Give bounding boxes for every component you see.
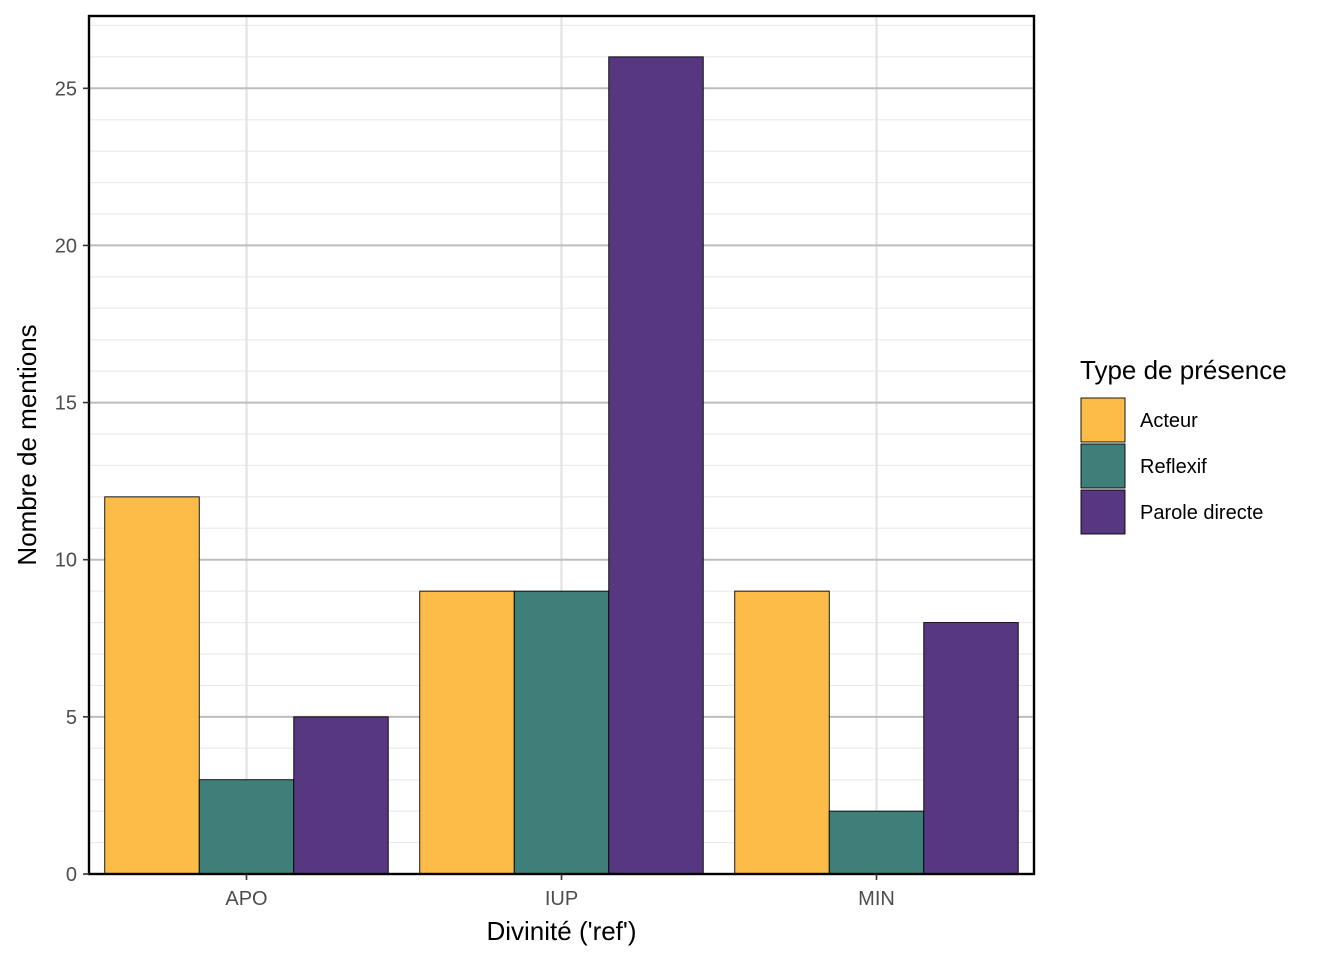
y-axis-ticks: 0 5 10 15 20 25	[55, 78, 89, 886]
legend-swatch	[1080, 489, 1126, 535]
bars	[104, 56, 1019, 875]
bar-iup-reflexif	[513, 590, 610, 875]
bar-apo-parole-directe	[293, 716, 389, 875]
x-axis-title: Divinité ('ref')	[486, 916, 636, 946]
bar-apo-reflexif	[198, 779, 295, 875]
x-tick-label: MIN	[858, 888, 895, 910]
y-tick-label: 5	[66, 707, 77, 729]
x-tick-label: IUP	[545, 888, 578, 910]
bar-apo-acteur	[104, 496, 200, 875]
bar-min-parole-directe	[923, 622, 1019, 875]
y-tick-label: 15	[55, 393, 77, 415]
bar-min-reflexif	[828, 810, 925, 875]
y-tick-label: 20	[55, 235, 77, 257]
y-axis-title: Nombre de mentions	[12, 324, 42, 565]
y-tick-label: 0	[66, 864, 77, 886]
legend: Type de présence Acteur Reflexif Parole di…	[1080, 355, 1287, 535]
bar-iup-acteur	[419, 590, 515, 875]
bar-iup-parole-directe	[608, 56, 704, 875]
legend-label: Parole directe	[1140, 502, 1263, 524]
legend-items: Acteur Reflexif Parole directe	[1080, 397, 1263, 535]
legend-label: Acteur	[1140, 410, 1198, 432]
legend-title: Type de présence	[1080, 355, 1287, 385]
legend-swatch	[1080, 397, 1126, 443]
legend-swatch	[1080, 443, 1126, 489]
x-tick-label: APO	[225, 888, 267, 910]
y-tick-label: 25	[55, 78, 77, 100]
bar-min-acteur	[734, 590, 830, 875]
y-tick-label: 10	[55, 550, 77, 572]
legend-label: Reflexif	[1140, 456, 1207, 478]
x-axis-ticks: APO IUP MIN	[225, 874, 895, 910]
